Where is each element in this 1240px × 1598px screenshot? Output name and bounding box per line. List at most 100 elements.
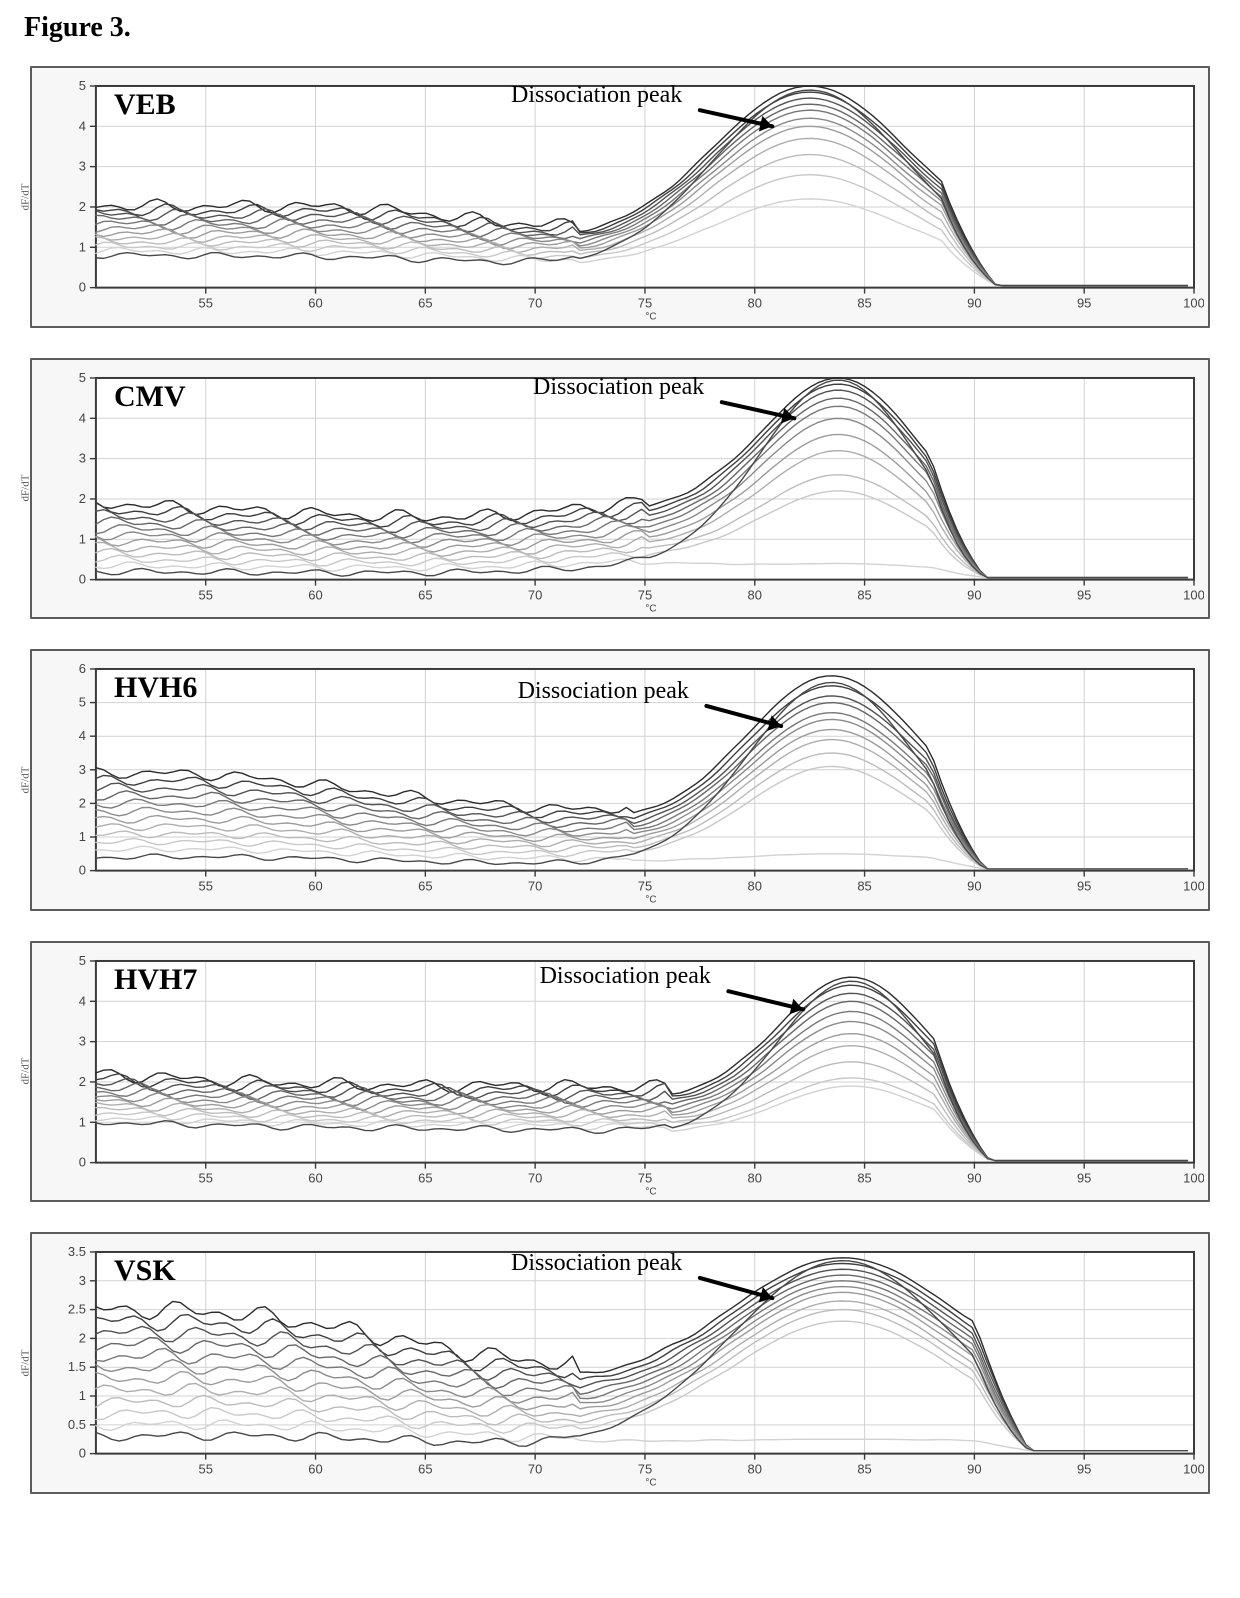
chart-stage: 556065707580859095100°C012345CMVDissocia… xyxy=(36,364,1204,616)
svg-text:95: 95 xyxy=(1077,296,1091,311)
svg-text:70: 70 xyxy=(528,1170,542,1185)
melt-curve-chart: 55 60 65 70 75 80 85 90 95 100 °C 0 1 2 3 4 5 xyxy=(36,947,1204,1199)
svg-text:0.5: 0.5 xyxy=(68,1417,86,1432)
svg-text:80: 80 xyxy=(748,1170,762,1185)
svg-text:80: 80 xyxy=(748,587,762,602)
chart-panel-vsk: 556065707580859095100°C00.511.522.533.5V… xyxy=(30,1232,1210,1494)
svg-text:5: 5 xyxy=(79,953,86,968)
svg-text:2: 2 xyxy=(79,1074,86,1089)
svg-text:3: 3 xyxy=(79,1033,86,1048)
svg-text:55: 55 xyxy=(199,296,213,311)
svg-text:0: 0 xyxy=(79,280,86,295)
svg-text:3: 3 xyxy=(79,450,86,465)
svg-text:0: 0 xyxy=(79,571,86,586)
svg-text:75: 75 xyxy=(638,296,652,311)
svg-text:60: 60 xyxy=(308,296,322,311)
svg-text:5: 5 xyxy=(79,695,86,710)
svg-text:70: 70 xyxy=(528,879,542,894)
svg-text:75: 75 xyxy=(638,1170,652,1185)
svg-text:65: 65 xyxy=(418,879,432,894)
panels-container: 556065707580859095100°C012345VEBDissocia… xyxy=(20,66,1220,1494)
svg-text:°C: °C xyxy=(645,312,656,323)
svg-text:°C: °C xyxy=(645,895,656,906)
svg-text:°C: °C xyxy=(645,603,656,614)
svg-text:90: 90 xyxy=(967,587,981,602)
figure-page: Figure 3. 556065707580859095100°C012345V… xyxy=(0,0,1240,1564)
svg-text:90: 90 xyxy=(967,296,981,311)
svg-text:6: 6 xyxy=(79,661,86,676)
svg-text:90: 90 xyxy=(967,879,981,894)
svg-text:75: 75 xyxy=(638,879,652,894)
melt-curve-chart: 556065707580859095100°C012345 xyxy=(36,364,1204,616)
svg-text:100: 100 xyxy=(1183,587,1204,602)
svg-text:55: 55 xyxy=(199,1170,213,1185)
svg-text:85: 85 xyxy=(857,1170,871,1185)
svg-text:4: 4 xyxy=(79,993,86,1008)
svg-text:2: 2 xyxy=(79,796,86,811)
svg-text:0: 0 xyxy=(79,1446,86,1461)
svg-text:90: 90 xyxy=(967,1462,981,1477)
chart-panel-veb: 556065707580859095100°C012345VEBDissocia… xyxy=(30,66,1210,328)
svg-text:80: 80 xyxy=(748,1462,762,1477)
svg-text:3: 3 xyxy=(79,762,86,777)
chart-panel-hvh6: 556065707580859095100°C0123456HVH6Dissoc… xyxy=(30,649,1210,911)
svg-text:100: 100 xyxy=(1183,879,1204,894)
chart-stage: 556065707580859095100°C0123456HVH6Dissoc… xyxy=(36,655,1204,907)
melt-curve-chart: 556065707580859095100°C012345 xyxy=(36,72,1204,324)
svg-text:85: 85 xyxy=(857,879,871,894)
chart-stage: 556065707580859095100°C012345VEBDissocia… xyxy=(36,72,1204,324)
figure-title: Figure 3. xyxy=(24,12,1220,44)
svg-text:55: 55 xyxy=(199,1462,213,1477)
svg-text:65: 65 xyxy=(418,296,432,311)
svg-text:1: 1 xyxy=(79,1114,86,1129)
chart-stage: 556065707580859095100°C00.511.522.533.5V… xyxy=(36,1238,1204,1490)
svg-text:1: 1 xyxy=(79,829,86,844)
svg-text:1: 1 xyxy=(79,239,86,254)
svg-text:95: 95 xyxy=(1077,587,1091,602)
svg-text:°C: °C xyxy=(645,1186,656,1197)
svg-text:100: 100 xyxy=(1183,296,1204,311)
svg-text:1: 1 xyxy=(79,1388,86,1403)
svg-text:70: 70 xyxy=(528,587,542,602)
chart-stage: 556065707580859095100°C012345HVH7Dissoci… xyxy=(36,947,1204,1199)
chart-frame: 556065707580859095100°C00.511.522.533.5V… xyxy=(30,1232,1210,1494)
svg-text:55: 55 xyxy=(199,587,213,602)
chart-frame: 556065707580859095100°C012345CMVDissocia… xyxy=(30,358,1210,620)
chart-frame: 556065707580859095100°C012345VEBDissocia… xyxy=(30,66,1210,328)
svg-text:90: 90 xyxy=(967,1170,981,1185)
svg-text:0: 0 xyxy=(79,1154,86,1169)
svg-text:85: 85 xyxy=(857,296,871,311)
svg-text:3.5: 3.5 xyxy=(68,1244,86,1259)
svg-text:60: 60 xyxy=(308,1170,322,1185)
svg-text:100: 100 xyxy=(1183,1170,1204,1185)
svg-text:2: 2 xyxy=(79,1331,86,1346)
svg-text:2.5: 2.5 xyxy=(68,1302,86,1317)
svg-text:3: 3 xyxy=(79,159,86,174)
svg-text:5: 5 xyxy=(79,370,86,385)
chart-frame: 556065707580859095100°C0123456HVH6Dissoc… xyxy=(30,649,1210,911)
svg-text:60: 60 xyxy=(308,879,322,894)
svg-text:60: 60 xyxy=(308,587,322,602)
svg-text:2: 2 xyxy=(79,199,86,214)
svg-text:1: 1 xyxy=(79,531,86,546)
svg-text:3: 3 xyxy=(79,1273,86,1288)
chart-panel-hvh7: 556065707580859095100°C012345HVH7Dissoci… xyxy=(30,941,1210,1203)
svg-text:95: 95 xyxy=(1077,1170,1091,1185)
svg-text:80: 80 xyxy=(748,879,762,894)
svg-text:75: 75 xyxy=(638,1462,652,1477)
svg-text:70: 70 xyxy=(528,296,542,311)
svg-text:65: 65 xyxy=(418,1170,432,1185)
svg-text:0: 0 xyxy=(79,863,86,878)
chart-panel-cmv: 556065707580859095100°C012345CMVDissocia… xyxy=(30,358,1210,620)
melt-curve-chart: 556065707580859095100°C00.511.522.533.5 xyxy=(36,1238,1204,1490)
svg-text:75: 75 xyxy=(638,587,652,602)
svg-text:85: 85 xyxy=(857,1462,871,1477)
svg-text:4: 4 xyxy=(79,728,86,743)
svg-text:°C: °C xyxy=(645,1478,656,1489)
melt-curve-chart: 556065707580859095100°C0123456 xyxy=(36,655,1204,907)
svg-text:1.5: 1.5 xyxy=(68,1359,86,1374)
chart-frame: 556065707580859095100°C012345HVH7Dissoci… xyxy=(30,941,1210,1203)
svg-text:100: 100 xyxy=(1183,1462,1204,1477)
svg-text:85: 85 xyxy=(857,587,871,602)
svg-text:65: 65 xyxy=(418,1462,432,1477)
